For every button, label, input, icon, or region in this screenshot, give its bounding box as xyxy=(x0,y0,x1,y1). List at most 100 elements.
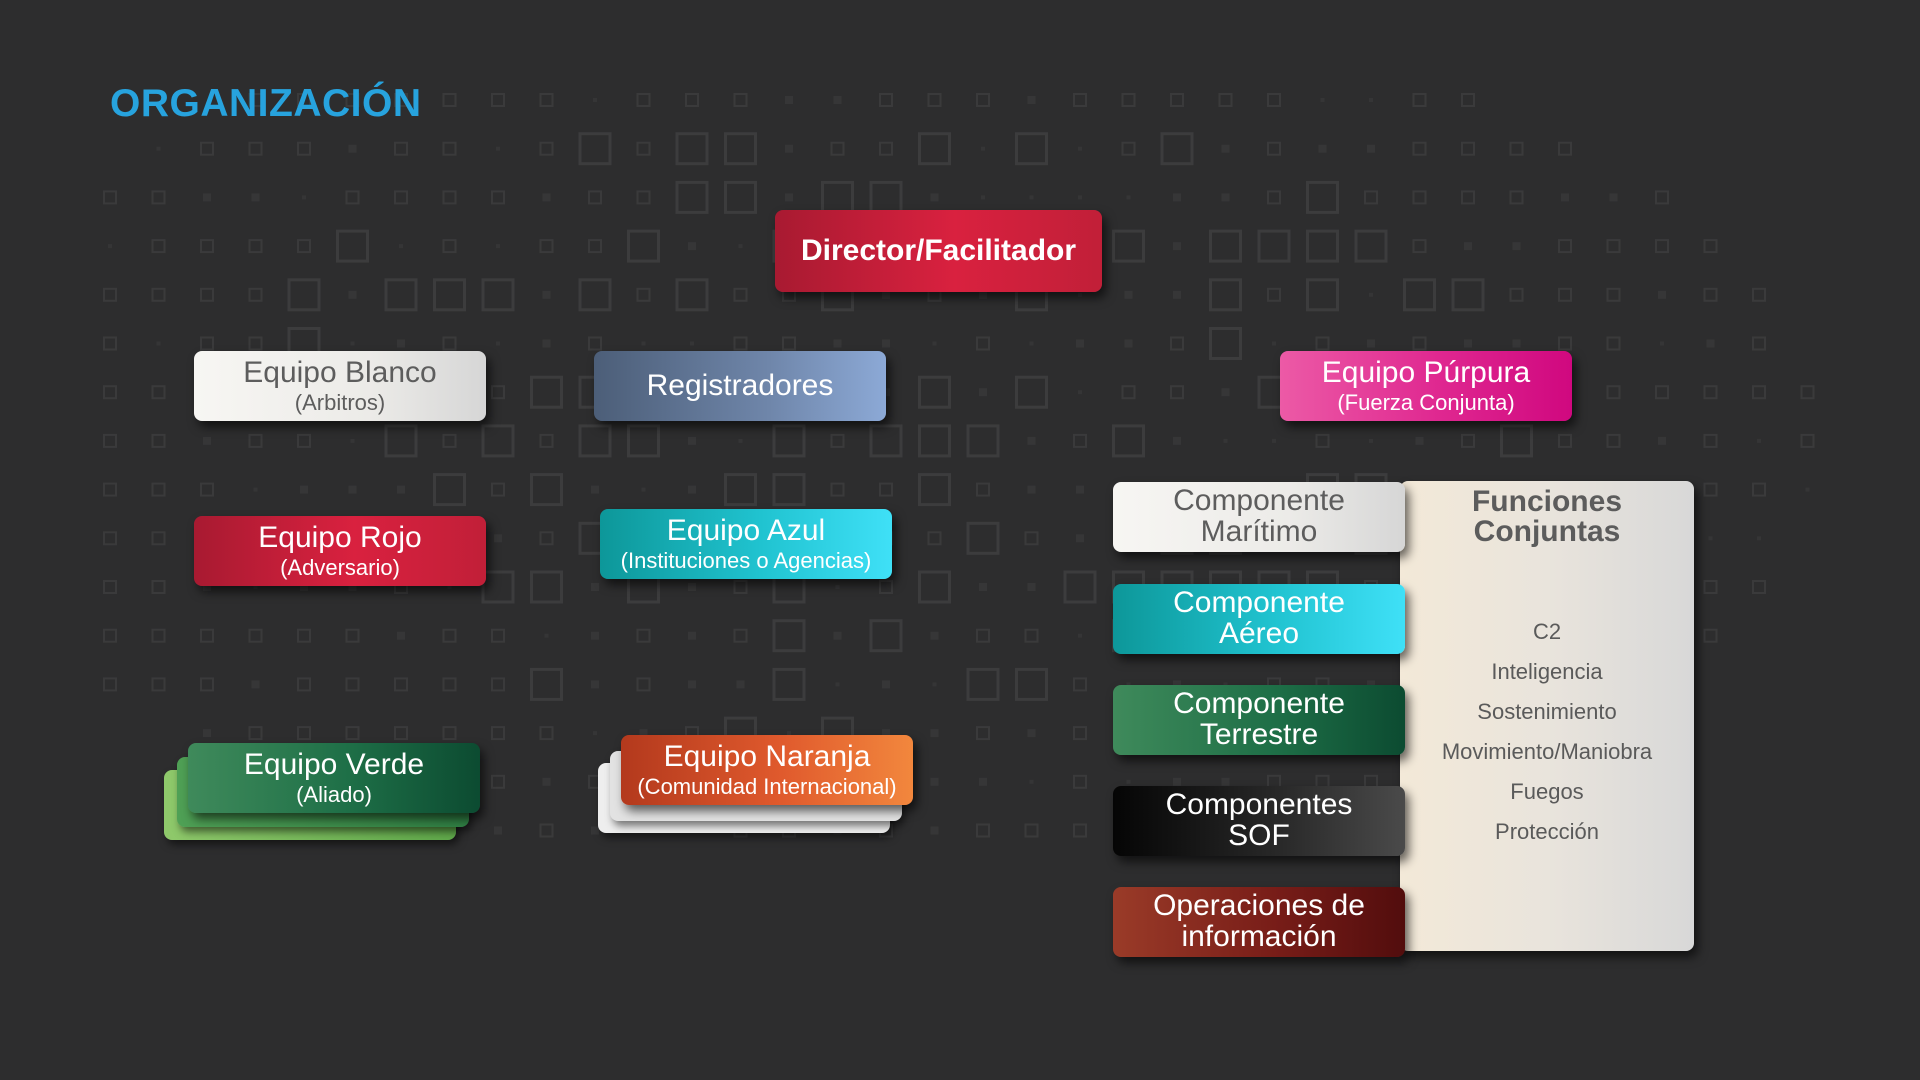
background-square xyxy=(1451,278,1485,312)
background-square xyxy=(1267,141,1281,156)
background-square xyxy=(1703,433,1718,448)
background-square xyxy=(248,726,263,741)
background-square xyxy=(1558,141,1572,156)
background-square xyxy=(785,193,793,202)
background-square xyxy=(350,341,355,346)
background-square xyxy=(1512,242,1521,251)
background-square xyxy=(103,336,117,351)
background-square xyxy=(394,141,408,156)
background-square xyxy=(200,239,214,254)
background-square xyxy=(1509,190,1524,205)
background-square xyxy=(442,93,457,107)
background-square xyxy=(1173,242,1181,251)
background-square xyxy=(1073,726,1087,741)
background-square xyxy=(1561,193,1569,202)
background-square xyxy=(302,195,306,200)
background-square xyxy=(685,93,699,107)
purple-team-box: Equipo Púrpura (Fuerza Conjunta) xyxy=(1280,351,1572,421)
background-square xyxy=(1124,339,1133,348)
background-square xyxy=(1757,536,1761,541)
background-square xyxy=(1367,144,1375,153)
background-square xyxy=(1461,93,1475,107)
background-square xyxy=(833,96,842,104)
purple-team-sub: (Fuerza Conjunta) xyxy=(1337,389,1515,415)
background-square xyxy=(1655,190,1669,205)
joint-function-item: Inteligencia xyxy=(1491,659,1603,684)
component-land-box: Componente Terrestre xyxy=(1113,685,1405,755)
background-square xyxy=(782,336,796,351)
background-square xyxy=(1078,146,1082,151)
joint-function-item: Sostenimiento xyxy=(1477,699,1617,724)
background-square xyxy=(103,385,117,400)
background-square xyxy=(1112,424,1145,458)
background-square xyxy=(1412,93,1427,107)
background-square xyxy=(1209,229,1242,263)
background-square xyxy=(738,438,743,443)
background-square xyxy=(1367,680,1375,689)
background-square xyxy=(981,195,985,200)
background-square xyxy=(542,290,551,299)
background-square xyxy=(1029,779,1034,784)
background-square xyxy=(1126,195,1131,200)
background-square xyxy=(530,570,563,604)
background-square xyxy=(539,433,554,448)
background-square xyxy=(1124,290,1133,299)
background-square xyxy=(1173,290,1181,299)
background-square xyxy=(588,239,602,254)
background-square xyxy=(108,244,112,249)
background-square xyxy=(103,677,117,692)
background-square xyxy=(539,823,554,838)
background-square xyxy=(930,729,939,738)
background-square xyxy=(1209,327,1242,360)
background-square xyxy=(966,667,1000,701)
background-square xyxy=(1412,190,1427,205)
background-square xyxy=(151,580,166,594)
background-square xyxy=(300,485,308,494)
background-square xyxy=(930,826,939,835)
background-square xyxy=(203,583,211,591)
background-square xyxy=(397,631,405,640)
background-square xyxy=(869,424,903,458)
background-square xyxy=(1703,287,1718,302)
background-square xyxy=(1703,628,1718,643)
background-square xyxy=(1367,339,1375,348)
purple-team-label: Equipo Púrpura xyxy=(1321,355,1531,389)
background-square xyxy=(1558,239,1572,254)
background-square xyxy=(103,433,117,448)
background-square xyxy=(675,278,709,312)
background-square xyxy=(442,336,457,351)
background-square xyxy=(882,339,890,348)
white-team-box: Equipo Blanco (Arbitros) xyxy=(194,351,486,421)
background-square xyxy=(350,438,355,443)
background-square xyxy=(539,239,554,254)
background-square xyxy=(481,278,515,312)
background-square xyxy=(394,677,408,692)
background-square xyxy=(1073,774,1087,789)
background-square xyxy=(491,482,505,497)
background-square xyxy=(491,628,505,643)
background-square xyxy=(869,180,903,214)
background-square xyxy=(1315,433,1330,448)
background-square xyxy=(384,424,418,458)
background-square xyxy=(491,385,505,400)
background-square xyxy=(348,485,357,494)
background-square xyxy=(1170,93,1184,107)
background-square xyxy=(830,141,845,156)
background-square xyxy=(248,141,263,156)
background-square xyxy=(927,531,942,546)
background-square xyxy=(1558,336,1572,351)
background-square xyxy=(772,667,806,701)
background-square xyxy=(1173,436,1181,445)
background-square xyxy=(1027,96,1036,104)
background-square xyxy=(930,631,939,640)
joint-functions-title-line2: Conjuntas xyxy=(1473,515,1621,548)
background-square xyxy=(530,375,563,409)
background-square xyxy=(1267,93,1281,107)
background-square xyxy=(103,190,117,205)
component-maritime-line1: Componente xyxy=(1173,484,1345,518)
background-square xyxy=(1415,436,1424,445)
joint-functions-title-line1: Funciones xyxy=(1471,485,1622,518)
background-square xyxy=(688,242,696,251)
background-square xyxy=(542,193,551,202)
background-square xyxy=(724,473,757,507)
